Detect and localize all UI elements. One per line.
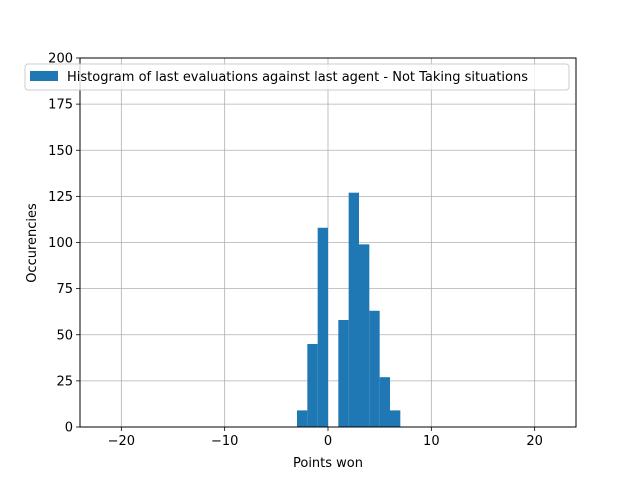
y-tick-label: 125: [48, 190, 73, 205]
y-tick-label: 150: [48, 144, 73, 159]
y-tick-label: 0: [65, 421, 73, 436]
legend-box: [24, 63, 570, 91]
y-tick-label: 200: [48, 52, 73, 67]
y-tick-label: 25: [56, 374, 73, 389]
legend-swatch: [30, 71, 58, 81]
histogram-bar: [390, 410, 401, 427]
histogram-bar: [317, 227, 328, 427]
y-axis-label: Occurencies: [25, 203, 40, 283]
histogram-bar: [338, 319, 349, 427]
histogram-bar: [297, 410, 308, 427]
x-tick-label: −10: [211, 434, 238, 449]
legend-label: Histogram of last evaluations against la…: [67, 70, 528, 85]
x-axis-label: Points won: [293, 456, 363, 471]
legend: Histogram of last evaluations against la…: [24, 63, 570, 91]
x-tick-label: 20: [526, 434, 543, 449]
y-tick-label: 75: [56, 282, 73, 297]
y-tick-label: 50: [56, 328, 73, 343]
histogram-bar: [307, 343, 318, 427]
x-tick-label: 0: [324, 434, 332, 449]
x-axis-ticks: −20 −10 0 10 20: [108, 427, 543, 449]
x-tick-label: −20: [108, 434, 135, 449]
histogram-bar: [379, 377, 390, 427]
histogram-bar: [369, 310, 380, 427]
y-axis-ticks: 0 25 50 75 100 125 150 175 200: [48, 52, 80, 436]
y-tick-label: 175: [48, 98, 73, 113]
histogram-bar: [348, 192, 359, 427]
histogram-bars: [297, 192, 401, 427]
histogram-bar: [359, 244, 370, 427]
y-tick-label: 100: [48, 236, 73, 251]
x-tick-label: 10: [423, 434, 440, 449]
